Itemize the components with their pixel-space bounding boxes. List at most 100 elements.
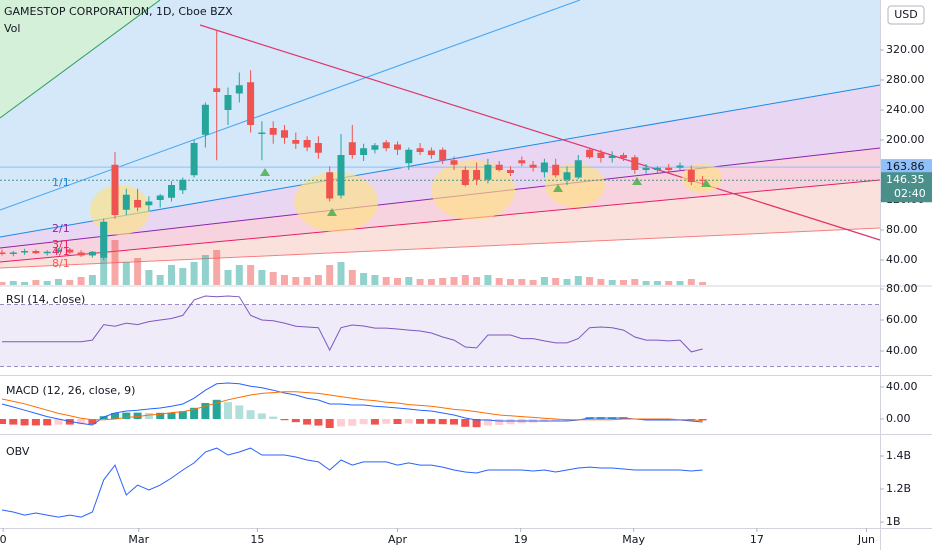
y-tick-label: 1B <box>886 515 901 528</box>
volume-bar <box>620 280 627 285</box>
volume-bar <box>326 265 334 285</box>
band-fill <box>0 304 880 367</box>
volume-bar <box>348 270 356 285</box>
volume-bar <box>43 281 51 285</box>
x-tick-label: 17 <box>750 533 764 546</box>
volume-bar <box>394 278 401 285</box>
candle-body <box>473 170 481 180</box>
y-tick-label: 60.00 <box>886 313 918 326</box>
fan-zone <box>0 85 880 248</box>
volume-bar <box>134 258 142 285</box>
volume-bar <box>676 281 684 285</box>
histogram-bar <box>144 413 153 419</box>
histogram-bar <box>438 419 447 425</box>
highlight-ellipse <box>545 163 605 207</box>
volume-bar <box>382 277 390 285</box>
volume-bar <box>111 240 119 285</box>
volume-bar <box>642 281 650 285</box>
histogram-bar <box>370 419 379 425</box>
indicator-line <box>2 295 703 353</box>
candle-body <box>292 140 300 144</box>
x-tick-label: May <box>622 533 645 546</box>
volume-bar <box>168 265 175 285</box>
candle-body <box>145 201 153 206</box>
rsi-title: RSI (14, close) <box>6 293 85 306</box>
candle-body <box>529 164 537 168</box>
volume-bar <box>653 281 661 285</box>
x-tick-label: 19 <box>514 533 528 546</box>
fan-label: 3/1 <box>52 238 70 251</box>
volume-bar <box>77 277 85 285</box>
candle-body <box>563 172 571 180</box>
volume-bar <box>21 282 29 285</box>
fan-line <box>0 0 161 119</box>
candle-body <box>55 249 62 252</box>
fan-label: 4/1 <box>52 245 70 258</box>
volume-bar <box>55 279 62 285</box>
volume-bar <box>529 280 537 285</box>
y-tick-label: 320.00 <box>886 43 925 56</box>
histogram-bar <box>325 419 334 428</box>
candle-body <box>642 167 650 171</box>
candle-body <box>540 162 548 173</box>
volume-bar <box>145 270 153 285</box>
countdown: 02:40 <box>894 187 926 200</box>
histogram-bar <box>156 412 165 419</box>
candle-body <box>518 160 526 164</box>
currency-box[interactable] <box>887 5 925 25</box>
y-tick-label: 40.00 <box>886 253 918 266</box>
histogram-bar <box>506 419 515 425</box>
histogram-bar <box>483 419 492 426</box>
volume-bar <box>699 282 707 285</box>
volume-bar <box>235 265 243 285</box>
volume-bar <box>337 262 345 285</box>
candle-body <box>314 143 322 153</box>
candle-body <box>552 164 560 176</box>
fan-label: 2/1 <box>52 222 70 235</box>
volume-bar <box>281 275 288 285</box>
volume-bar <box>66 280 74 285</box>
candle-body <box>665 167 673 171</box>
candle-body <box>66 249 74 253</box>
histogram-bar <box>450 419 458 425</box>
volume-bar <box>597 279 605 285</box>
histogram-bar <box>337 419 345 427</box>
volume-bar <box>631 279 639 285</box>
histogram-bar <box>551 419 560 421</box>
histogram-bar <box>359 419 368 425</box>
candle-body <box>100 221 108 258</box>
candle-body <box>77 252 85 256</box>
histogram-bar <box>257 413 266 419</box>
histogram-bar <box>77 419 86 425</box>
volume-bar <box>427 279 435 285</box>
price-label-box <box>881 159 932 176</box>
histogram-bar <box>461 419 470 427</box>
fan-line <box>0 227 881 269</box>
price-label: 163.86 <box>886 160 925 173</box>
histogram-bar <box>212 399 221 419</box>
currency[interactable]: USD <box>894 8 918 21</box>
volume-bar <box>574 276 582 285</box>
macd-title: MACD (12, 26, close, 9) <box>6 384 135 397</box>
x-tick-label: 15 <box>250 533 264 546</box>
histogram-bar <box>348 419 357 426</box>
volume-bar <box>201 255 209 285</box>
volume-bar <box>190 262 198 285</box>
histogram-bar <box>20 419 29 426</box>
x-tick-label: Mar <box>128 533 149 546</box>
candle-body <box>507 170 514 174</box>
fan-label: 1/1 <box>52 176 70 189</box>
candle-body <box>0 252 6 255</box>
candle-body <box>9 252 17 255</box>
chart-title: GAMESTOP CORPORATION, 1D, Cboe BZX <box>4 5 233 18</box>
histogram-bar <box>54 419 63 425</box>
volume-bar <box>224 270 232 285</box>
indicator-line <box>1 447 703 518</box>
y-tick-label: 1.4B <box>886 449 911 462</box>
volume-bar <box>473 277 481 285</box>
candle-body <box>394 144 401 150</box>
marker <box>701 179 711 187</box>
y-tick-label: 0.00 <box>886 412 911 425</box>
volume-bar <box>88 275 96 285</box>
